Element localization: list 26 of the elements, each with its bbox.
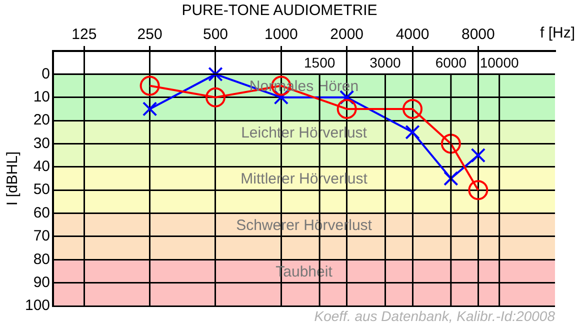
ref-line-label: 6000 (435, 54, 467, 70)
ref-line-label: 1500 (304, 54, 336, 70)
y-tick-label: 60 (33, 204, 50, 222)
y-tick-label: 50 (33, 181, 50, 198)
y-tick-label: 30 (33, 134, 50, 152)
y-tick-label: 80 (33, 250, 50, 268)
x-tick-label: 250 (137, 26, 162, 44)
x-tick-label: 8000 (461, 26, 495, 44)
y-tick-label: 90 (33, 274, 50, 291)
ref-line-label: 10000 (480, 54, 519, 70)
y-tick-label: 70 (33, 228, 50, 245)
y-tick-label: 10 (33, 88, 50, 106)
y-axis-title: I [dBHL] (4, 151, 22, 206)
x-tick-label: 500 (202, 26, 228, 44)
x-tick-label: 1000 (264, 26, 298, 44)
text: Koeff. aus Datenbank, Kalibr.-Id:20008 (314, 308, 556, 324)
y-tick-label: 100 (24, 297, 50, 314)
x-tick-label: 4000 (396, 26, 430, 44)
y-tick-label: 0 (42, 65, 50, 82)
x-tick-label: 125 (72, 26, 97, 44)
y-tick-label: 20 (33, 112, 50, 129)
ref-line-label: 3000 (370, 54, 402, 70)
x-tick-label: 2000 (330, 26, 364, 44)
x-axis-title: f [Hz] (540, 24, 575, 42)
y-tick-label: 40 (33, 158, 50, 176)
chart-title: PURE-TONE AUDIOMETRIE (182, 2, 378, 20)
